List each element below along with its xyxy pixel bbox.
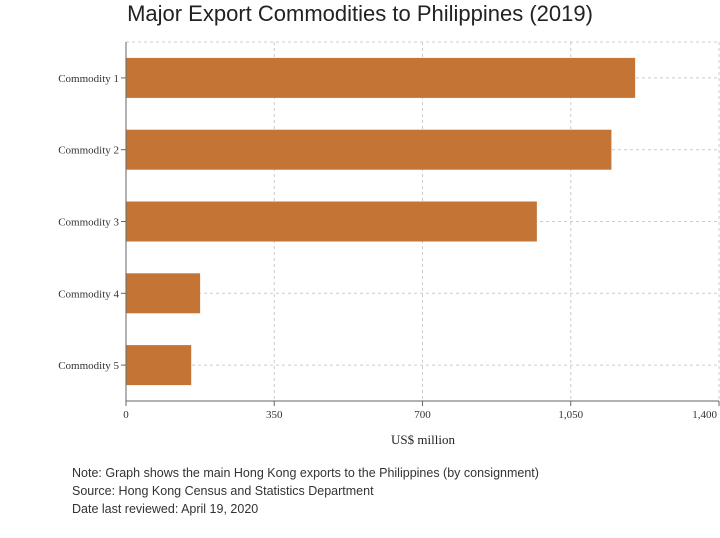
note-text: Note: Graph shows the main Hong Kong exp… — [72, 466, 539, 480]
x-tick-label: 1,050 — [558, 409, 583, 421]
y-tick-label: Commodity 2 — [58, 145, 119, 157]
x-tick-label: 700 — [414, 409, 431, 421]
bar-1 — [126, 57, 636, 98]
bar-3 — [126, 201, 537, 242]
chart-title: Major Export Commodities to Philippines … — [127, 1, 593, 26]
x-tick-label: 0 — [123, 409, 129, 421]
axes: Commodity 1 Commodity 2 Commodity 3 Commodi… — [58, 42, 720, 421]
y-tick-label: Commodity 4 — [58, 288, 119, 300]
source-text: Source: Hong Kong Census and Statistics … — [72, 484, 374, 498]
bar-5 — [126, 345, 192, 386]
y-tick-label: Commodity 5 — [58, 360, 119, 372]
bar-chart: Commodity 1 Commodity 2 Commodity 3 Commodi… — [58, 41, 720, 447]
reviewed-date-text: Date last reviewed: April 19, 2020 — [72, 502, 259, 516]
x-tick-label: 1,400 — [692, 409, 717, 421]
x-axis-title: US$ million — [391, 432, 455, 447]
chart-notes: Note: Graph shows the main Hong Kong exp… — [72, 464, 539, 518]
bar-2 — [126, 129, 612, 170]
y-tick-label: Commodity 1 — [58, 73, 119, 85]
bar-4 — [126, 273, 201, 314]
y-tick-label: Commodity 3 — [58, 217, 119, 229]
bars — [126, 57, 636, 386]
x-tick-label: 350 — [266, 409, 283, 421]
